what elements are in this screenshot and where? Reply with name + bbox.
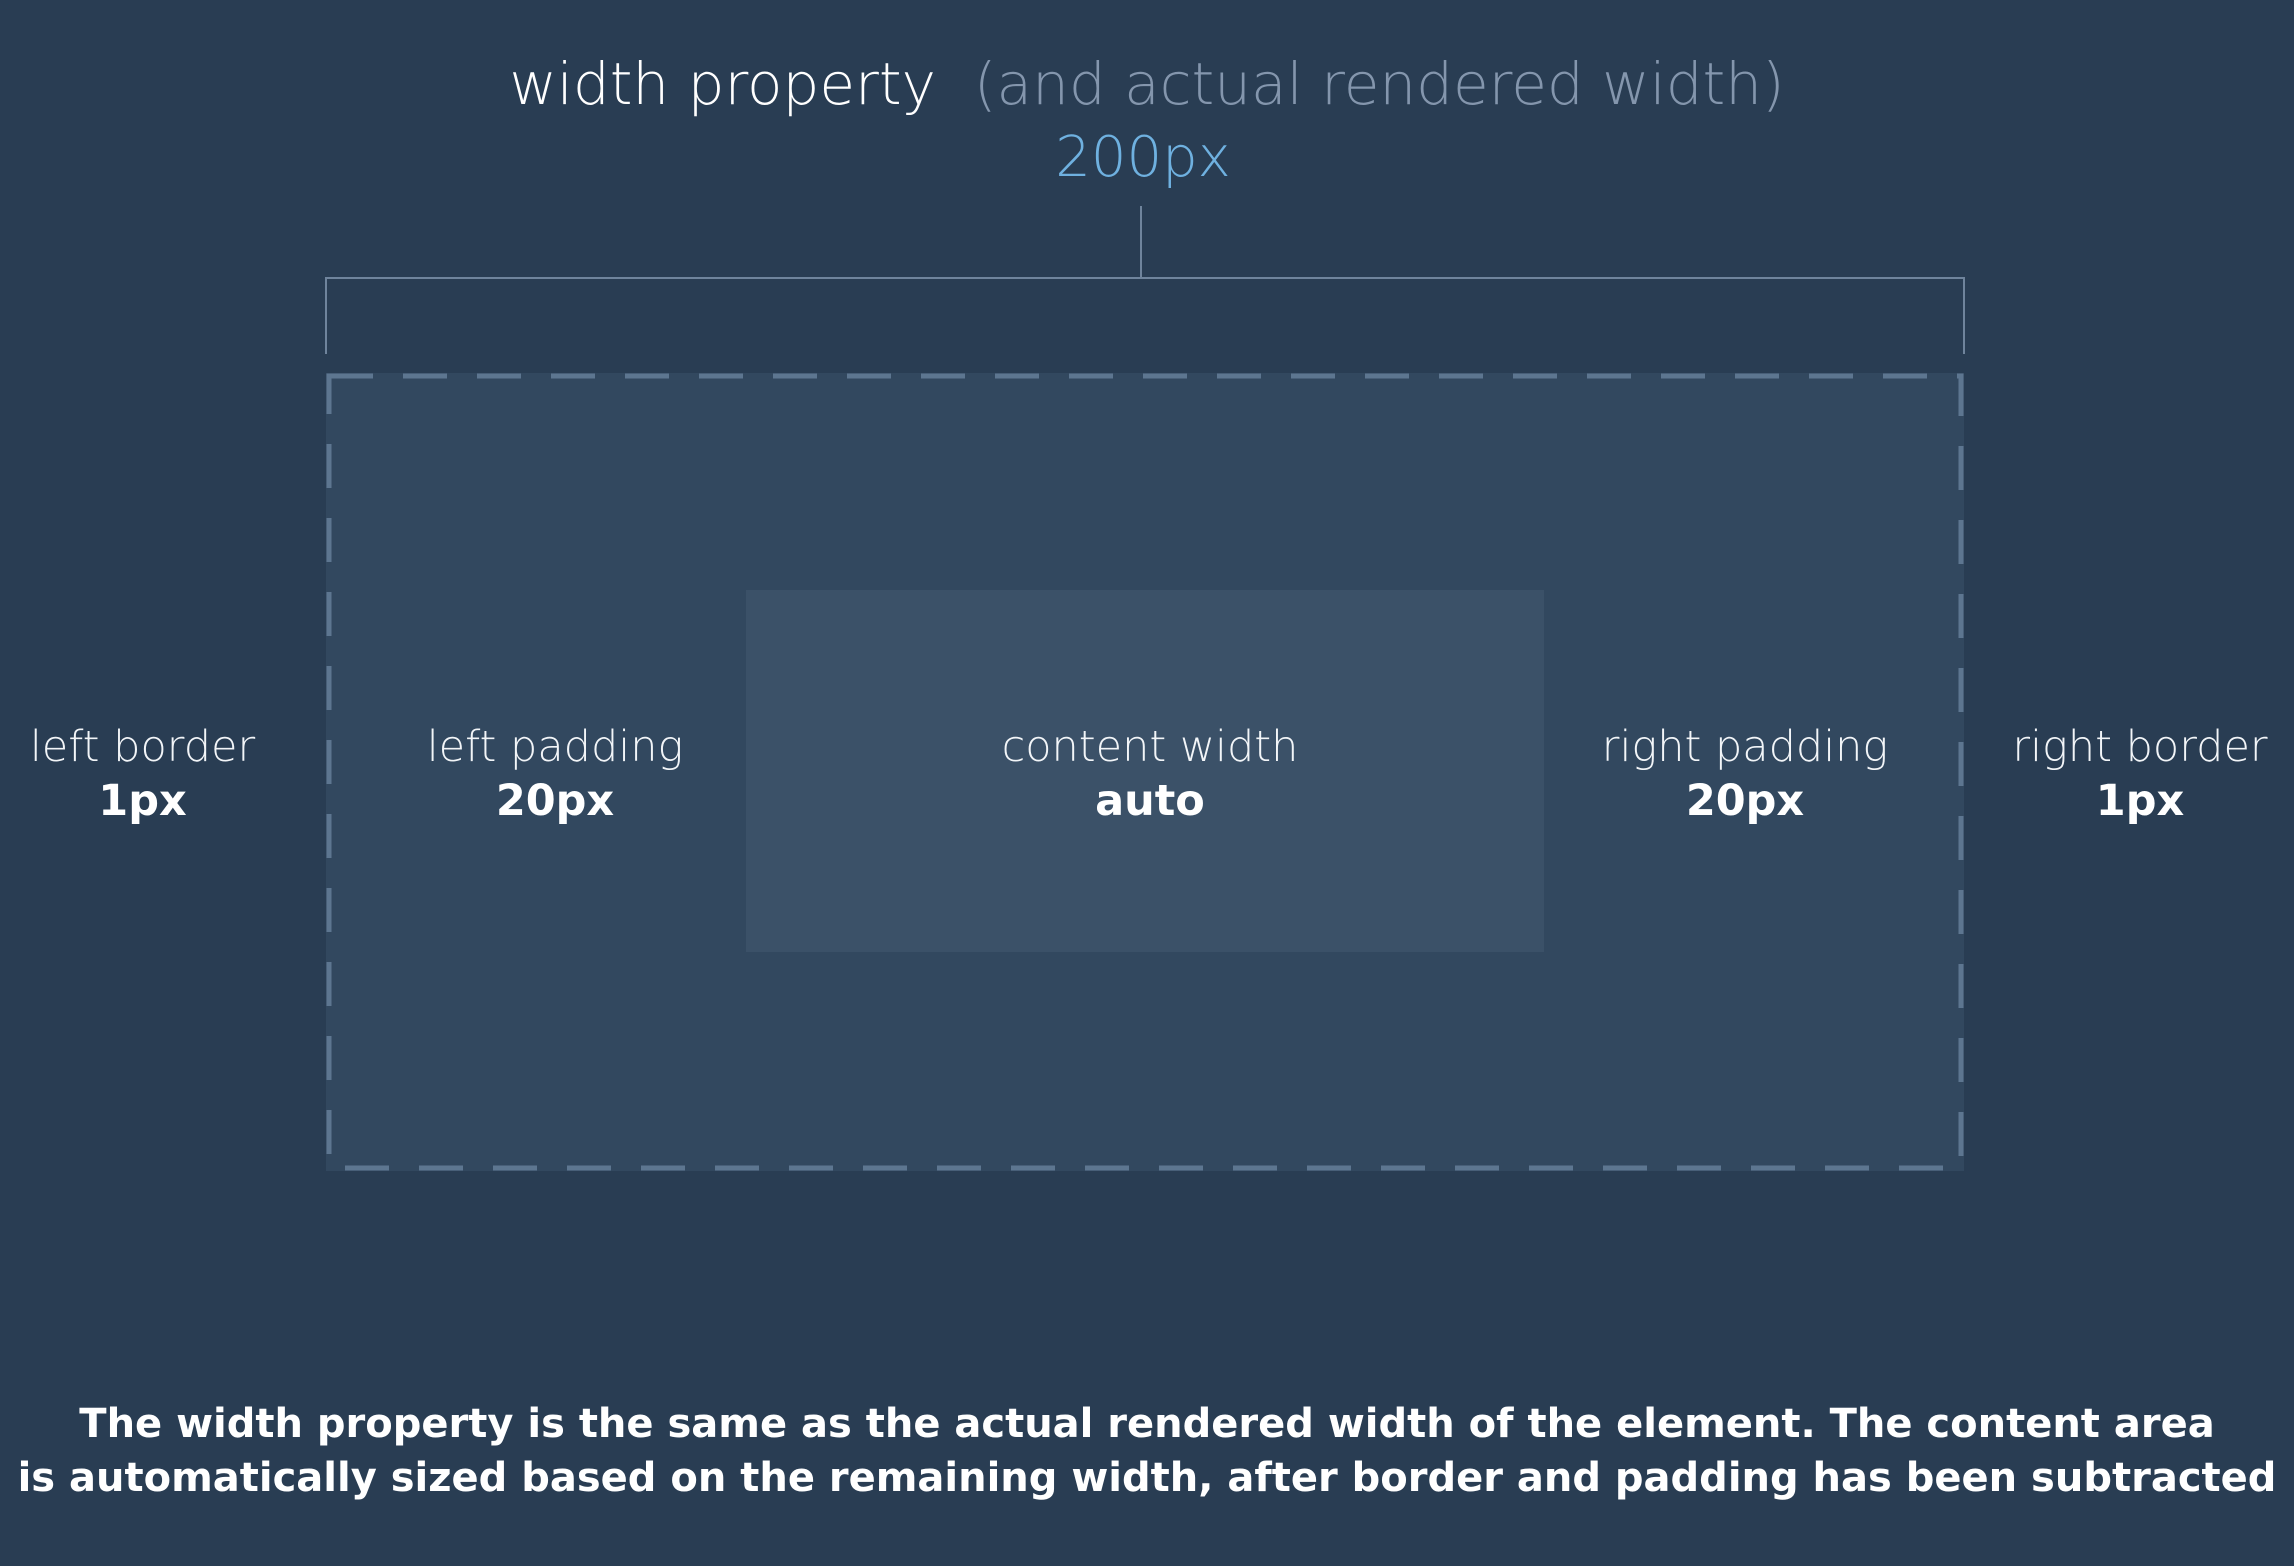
right-padding-value: 20px [1685, 776, 1805, 826]
left-border-label: left border 1px [20, 720, 265, 828]
width-property-title: width property [509, 50, 936, 118]
content-area [746, 590, 1544, 952]
width-property-subtitle: (and actual rendered width) [973, 50, 1785, 118]
footer-caption: The width property is the same as the ac… [0, 1397, 2294, 1505]
left-padding-name: left padding [426, 722, 684, 772]
footer-line-1: The width property is the same as the ac… [79, 1401, 2215, 1447]
left-padding-value: 20px [495, 776, 615, 826]
content-width-value: auto [1095, 776, 1205, 826]
content-width-label: content width auto [980, 720, 1320, 828]
right-border-value: 1px [2095, 776, 2185, 826]
width-value: 200px [1055, 125, 1231, 190]
right-border-name: right border [2012, 722, 2268, 772]
right-border-label: right border 1px [2010, 720, 2270, 828]
content-width-name: content width [1001, 722, 1299, 772]
footer-line-2: is automatically sized based on the rema… [17, 1455, 2277, 1501]
right-padding-name: right padding [1601, 722, 1889, 772]
left-padding-label: left padding 20px [415, 720, 695, 828]
left-border-value: 1px [98, 776, 187, 826]
header: width property (and actual rendered width… [0, 44, 2294, 124]
right-padding-label: right padding 20px [1595, 720, 1895, 828]
left-border-name: left border [29, 722, 256, 772]
